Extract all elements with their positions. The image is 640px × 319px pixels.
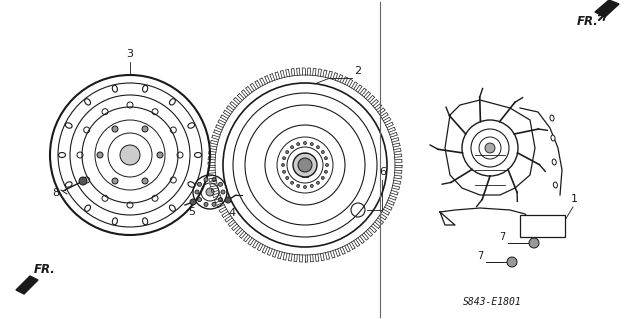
Text: 6: 6 (379, 167, 386, 177)
Ellipse shape (84, 99, 90, 105)
Circle shape (293, 153, 317, 177)
Ellipse shape (188, 182, 195, 187)
Circle shape (198, 198, 202, 202)
Text: 4: 4 (228, 208, 235, 218)
Ellipse shape (188, 123, 195, 128)
Circle shape (324, 170, 328, 173)
Circle shape (79, 177, 87, 185)
Text: FR.: FR. (34, 263, 56, 276)
Text: S843-E1801: S843-E1801 (463, 297, 522, 307)
Text: 5: 5 (188, 207, 195, 217)
Text: 8: 8 (52, 188, 59, 198)
Circle shape (204, 202, 208, 206)
Ellipse shape (170, 99, 175, 105)
Ellipse shape (65, 182, 72, 187)
Circle shape (283, 170, 285, 173)
Circle shape (218, 182, 223, 186)
FancyBboxPatch shape (520, 215, 565, 237)
Circle shape (198, 182, 202, 186)
Circle shape (298, 158, 312, 172)
Circle shape (218, 198, 223, 202)
Text: 2: 2 (354, 66, 361, 76)
Ellipse shape (551, 135, 555, 141)
Circle shape (310, 184, 314, 188)
Ellipse shape (554, 182, 557, 188)
Text: 7: 7 (499, 232, 505, 242)
Ellipse shape (65, 123, 72, 128)
Ellipse shape (112, 85, 117, 92)
Circle shape (326, 164, 328, 167)
Text: FR.: FR. (577, 15, 599, 28)
Ellipse shape (84, 205, 90, 211)
Ellipse shape (143, 85, 148, 92)
Circle shape (212, 202, 216, 206)
Circle shape (120, 145, 140, 165)
Ellipse shape (58, 152, 65, 158)
Circle shape (204, 178, 208, 182)
Text: 3: 3 (126, 49, 133, 59)
Circle shape (507, 257, 517, 267)
Ellipse shape (195, 152, 202, 158)
Circle shape (303, 142, 307, 145)
Circle shape (157, 152, 163, 158)
Circle shape (142, 178, 148, 184)
Circle shape (112, 126, 118, 132)
Circle shape (221, 190, 225, 194)
Ellipse shape (170, 205, 175, 211)
Circle shape (225, 197, 231, 203)
Circle shape (324, 157, 328, 160)
Circle shape (297, 143, 300, 145)
Circle shape (206, 188, 214, 196)
Circle shape (283, 157, 285, 160)
Circle shape (529, 238, 539, 248)
Circle shape (316, 146, 319, 149)
Circle shape (303, 186, 307, 189)
Text: 7: 7 (477, 251, 483, 261)
Ellipse shape (552, 159, 556, 165)
Circle shape (291, 181, 294, 184)
Ellipse shape (112, 218, 117, 225)
Circle shape (321, 176, 324, 179)
Circle shape (321, 151, 324, 153)
Circle shape (212, 178, 216, 182)
Ellipse shape (550, 115, 554, 121)
Circle shape (297, 184, 300, 188)
Ellipse shape (143, 218, 148, 225)
Circle shape (285, 176, 289, 179)
Circle shape (97, 152, 103, 158)
Circle shape (291, 146, 294, 149)
Circle shape (316, 181, 319, 184)
Circle shape (485, 143, 495, 153)
Polygon shape (595, 0, 619, 17)
Circle shape (285, 151, 289, 153)
Circle shape (310, 143, 314, 145)
Circle shape (142, 126, 148, 132)
Circle shape (195, 190, 199, 194)
Text: 1: 1 (571, 194, 578, 204)
Circle shape (282, 164, 285, 167)
Polygon shape (16, 276, 38, 294)
Circle shape (190, 199, 196, 205)
Circle shape (112, 178, 118, 184)
